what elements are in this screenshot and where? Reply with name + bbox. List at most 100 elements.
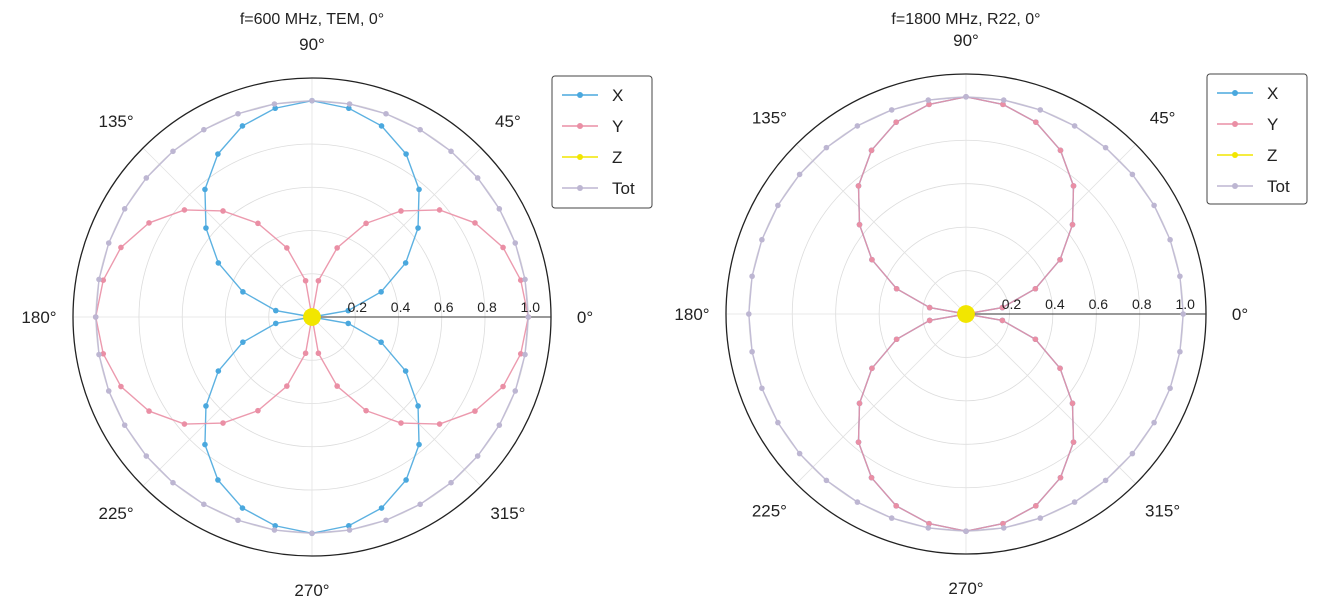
- data-point-y: [999, 304, 1006, 311]
- data-point-y: [855, 183, 862, 189]
- data-point-tot: [474, 175, 481, 181]
- data-point-tot: [448, 148, 454, 155]
- data-point-y: [398, 420, 404, 426]
- radial-tick-label: 0.8: [477, 299, 497, 315]
- data-point-tot: [759, 236, 765, 243]
- data-point-x: [378, 339, 384, 345]
- legend-marker-y: [577, 123, 583, 129]
- data-point-tot: [448, 479, 454, 486]
- data-point-y: [334, 245, 340, 251]
- data-point-tot: [854, 499, 861, 505]
- legend-label-x: X: [1267, 84, 1278, 103]
- data-point-tot: [96, 351, 102, 358]
- data-point-tot: [309, 97, 315, 104]
- data-point-y: [926, 317, 933, 324]
- data-point-y: [181, 421, 188, 427]
- legend-label-x: X: [612, 86, 623, 105]
- data-point-tot: [1102, 477, 1109, 484]
- radial-tick-label: 0.4: [391, 299, 411, 315]
- data-point-x: [215, 151, 221, 157]
- data-point-tot: [925, 97, 932, 103]
- legend-label-tot: Tot: [612, 179, 635, 198]
- data-point-z: [965, 310, 975, 320]
- angle-label: 225°: [752, 502, 787, 521]
- angle-label: 315°: [490, 504, 525, 523]
- data-point-y: [1033, 119, 1039, 125]
- data-point-x: [378, 505, 385, 511]
- radial-tick-label: 0.6: [1089, 296, 1109, 312]
- series-z: [303, 308, 321, 326]
- data-point-x: [378, 123, 385, 129]
- data-point-y: [472, 220, 478, 226]
- angle-label: 0°: [1232, 305, 1248, 324]
- data-point-tot: [512, 388, 519, 394]
- radial-tick-label: 0.4: [1045, 296, 1065, 312]
- data-point-y: [334, 383, 340, 389]
- legend-label-y: Y: [612, 117, 623, 136]
- data-point-tot: [823, 477, 830, 484]
- radial-tick-label: 0.6: [434, 299, 454, 315]
- data-point-tot: [796, 450, 803, 457]
- data-point-tot: [383, 110, 389, 117]
- data-point-x: [345, 307, 352, 314]
- data-point-tot: [346, 527, 353, 533]
- grid-spoke: [142, 316, 313, 487]
- data-point-tot: [496, 422, 503, 428]
- data-point-tot: [170, 148, 176, 155]
- data-point-tot: [1177, 348, 1183, 355]
- data-point-tot: [796, 171, 803, 178]
- angle-label: 270°: [294, 581, 329, 596]
- radial-tick-label: 1.0: [521, 299, 541, 315]
- data-point-x: [215, 477, 221, 483]
- radial-tick-label: 0.2: [1002, 296, 1022, 312]
- data-point-y: [1070, 183, 1077, 189]
- data-point-tot: [775, 419, 781, 426]
- data-point-y: [926, 101, 932, 108]
- series-z: [957, 305, 975, 323]
- data-point-y: [1000, 101, 1006, 108]
- data-point-y: [1032, 336, 1039, 343]
- data-point-tot: [170, 479, 176, 486]
- legend-box: [1206, 73, 1308, 205]
- series-tot: [92, 97, 532, 537]
- data-point-x: [272, 320, 279, 327]
- data-point-tot: [383, 517, 389, 524]
- data-point-y: [436, 421, 443, 427]
- data-point-tot: [121, 206, 128, 212]
- legend-marker-z: [577, 154, 583, 160]
- data-point-y: [926, 304, 933, 311]
- angle-label: 180°: [674, 305, 709, 324]
- data-point-x: [202, 441, 208, 448]
- data-point-z: [311, 313, 321, 323]
- chart-title: f=600 MHz, TEM, 0°: [240, 11, 384, 28]
- data-point-x: [240, 339, 246, 345]
- data-point-tot: [749, 273, 755, 280]
- data-point-tot: [235, 517, 241, 524]
- data-point-y: [472, 408, 478, 414]
- grid-spoke: [311, 316, 482, 487]
- angle-label: 135°: [99, 112, 134, 131]
- legend: XYZ Tot: [1206, 73, 1308, 205]
- radial-tick-label: 1.0: [1175, 296, 1195, 312]
- data-point-x: [416, 441, 422, 448]
- data-point-tot: [1177, 273, 1183, 280]
- data-point-x: [203, 225, 209, 231]
- data-point-tot: [1129, 171, 1136, 178]
- data-point-y: [363, 407, 369, 414]
- data-point-tot: [775, 202, 781, 209]
- data-point-y: [255, 407, 261, 414]
- data-point-tot: [346, 101, 353, 107]
- data-point-x: [402, 260, 409, 266]
- data-point-y: [220, 420, 226, 426]
- legend-box: [551, 75, 653, 209]
- data-point-y: [1033, 503, 1039, 509]
- data-point-tot: [1000, 97, 1007, 103]
- data-point-tot: [271, 101, 278, 107]
- data-point-y: [856, 400, 863, 407]
- data-point-tot: [201, 126, 207, 133]
- data-point-y: [869, 256, 875, 263]
- data-point-tot: [271, 527, 278, 533]
- data-point-tot: [1167, 236, 1173, 243]
- data-point-y: [893, 503, 899, 509]
